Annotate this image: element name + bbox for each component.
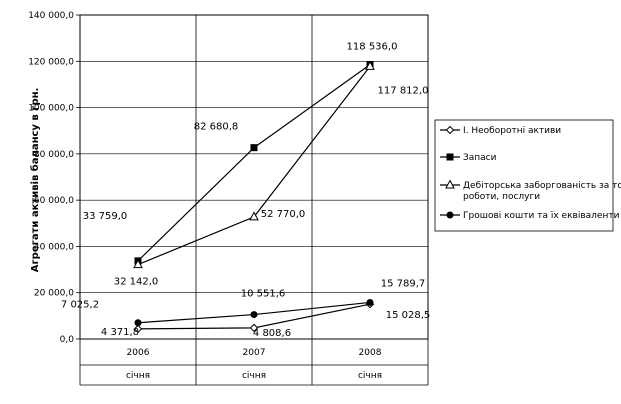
series-line [137,65,371,266]
x-tick-label: 2006 [127,348,150,358]
legend-label: Дебіторська заборгованість за товари, [463,181,621,191]
x-tick-label: 2008 [359,348,382,358]
y-tick-label: 140 000,0 [28,11,74,21]
series-markers [133,60,375,334]
x-tick-sublabel: січня [358,371,382,381]
y-tick-label: 80 000,0 [34,150,74,160]
y-tick-label: 20 000,0 [34,289,74,299]
series-line [137,64,371,262]
data-point [133,324,143,334]
data-label: 32 142,0 [114,277,159,288]
grid [76,14,429,386]
data-point [446,211,454,219]
legend-label: Грошові кошти та їх еквіваленти [463,211,620,221]
data-point [250,144,258,152]
legend: І. Необоротні активи Запаси Дебіторська за… [434,119,621,232]
data-point [250,311,258,319]
y-tick-label: 100 000,0 [28,104,74,114]
data-label: 118 536,0 [347,42,398,53]
data-label: 4 808,6 [253,328,291,339]
data-point [134,319,142,327]
data-point [445,125,455,135]
data-label: 117 812,0 [378,85,429,96]
data-label: 15 789,7 [381,278,426,289]
legend-box [434,119,614,232]
y-axis-ticks: 0,0 20 000,0 40 000,0 60 000,0 80 000,0 100 0… [28,11,74,345]
data-point [446,153,454,161]
data-point [445,179,455,189]
data-point [365,60,375,70]
data-point [133,259,143,269]
data-point [366,298,374,306]
data-point [249,211,259,221]
y-tick-label: 120 000,0 [28,57,74,67]
x-tick-label: 2007 [243,348,266,358]
y-tick-label: 40 000,0 [34,242,74,252]
data-label: 10 551,6 [241,289,286,300]
data-label: 15 028,5 [386,310,431,321]
data-labels: 4 371,8 4 808,6 15 028,5 33 759,0 82 680,8 11… [61,42,430,339]
data-label: 4 371,8 [101,327,139,338]
x-tick-sublabel: січня [126,371,150,381]
y-tick-label: 60 000,0 [34,196,74,206]
data-label: 52 770,0 [261,209,306,220]
legend-label: Запаси [463,153,497,163]
data-point [249,323,259,333]
data-label: 82 680,8 [194,122,239,133]
y-axis-label: Агрегати активів балансу в грн. [29,88,41,273]
x-axis-ticks: 2006 січня 2007 січня 2008 січня [126,348,382,381]
legend-label: роботи, послуги [463,192,540,202]
data-label: 7 025,2 [61,300,99,311]
x-tick-sublabel: січня [242,371,266,381]
legend-label: І. Необоротні активи [463,126,561,136]
data-label: 33 759,0 [83,211,128,222]
y-tick-label: 0,0 [60,335,75,345]
